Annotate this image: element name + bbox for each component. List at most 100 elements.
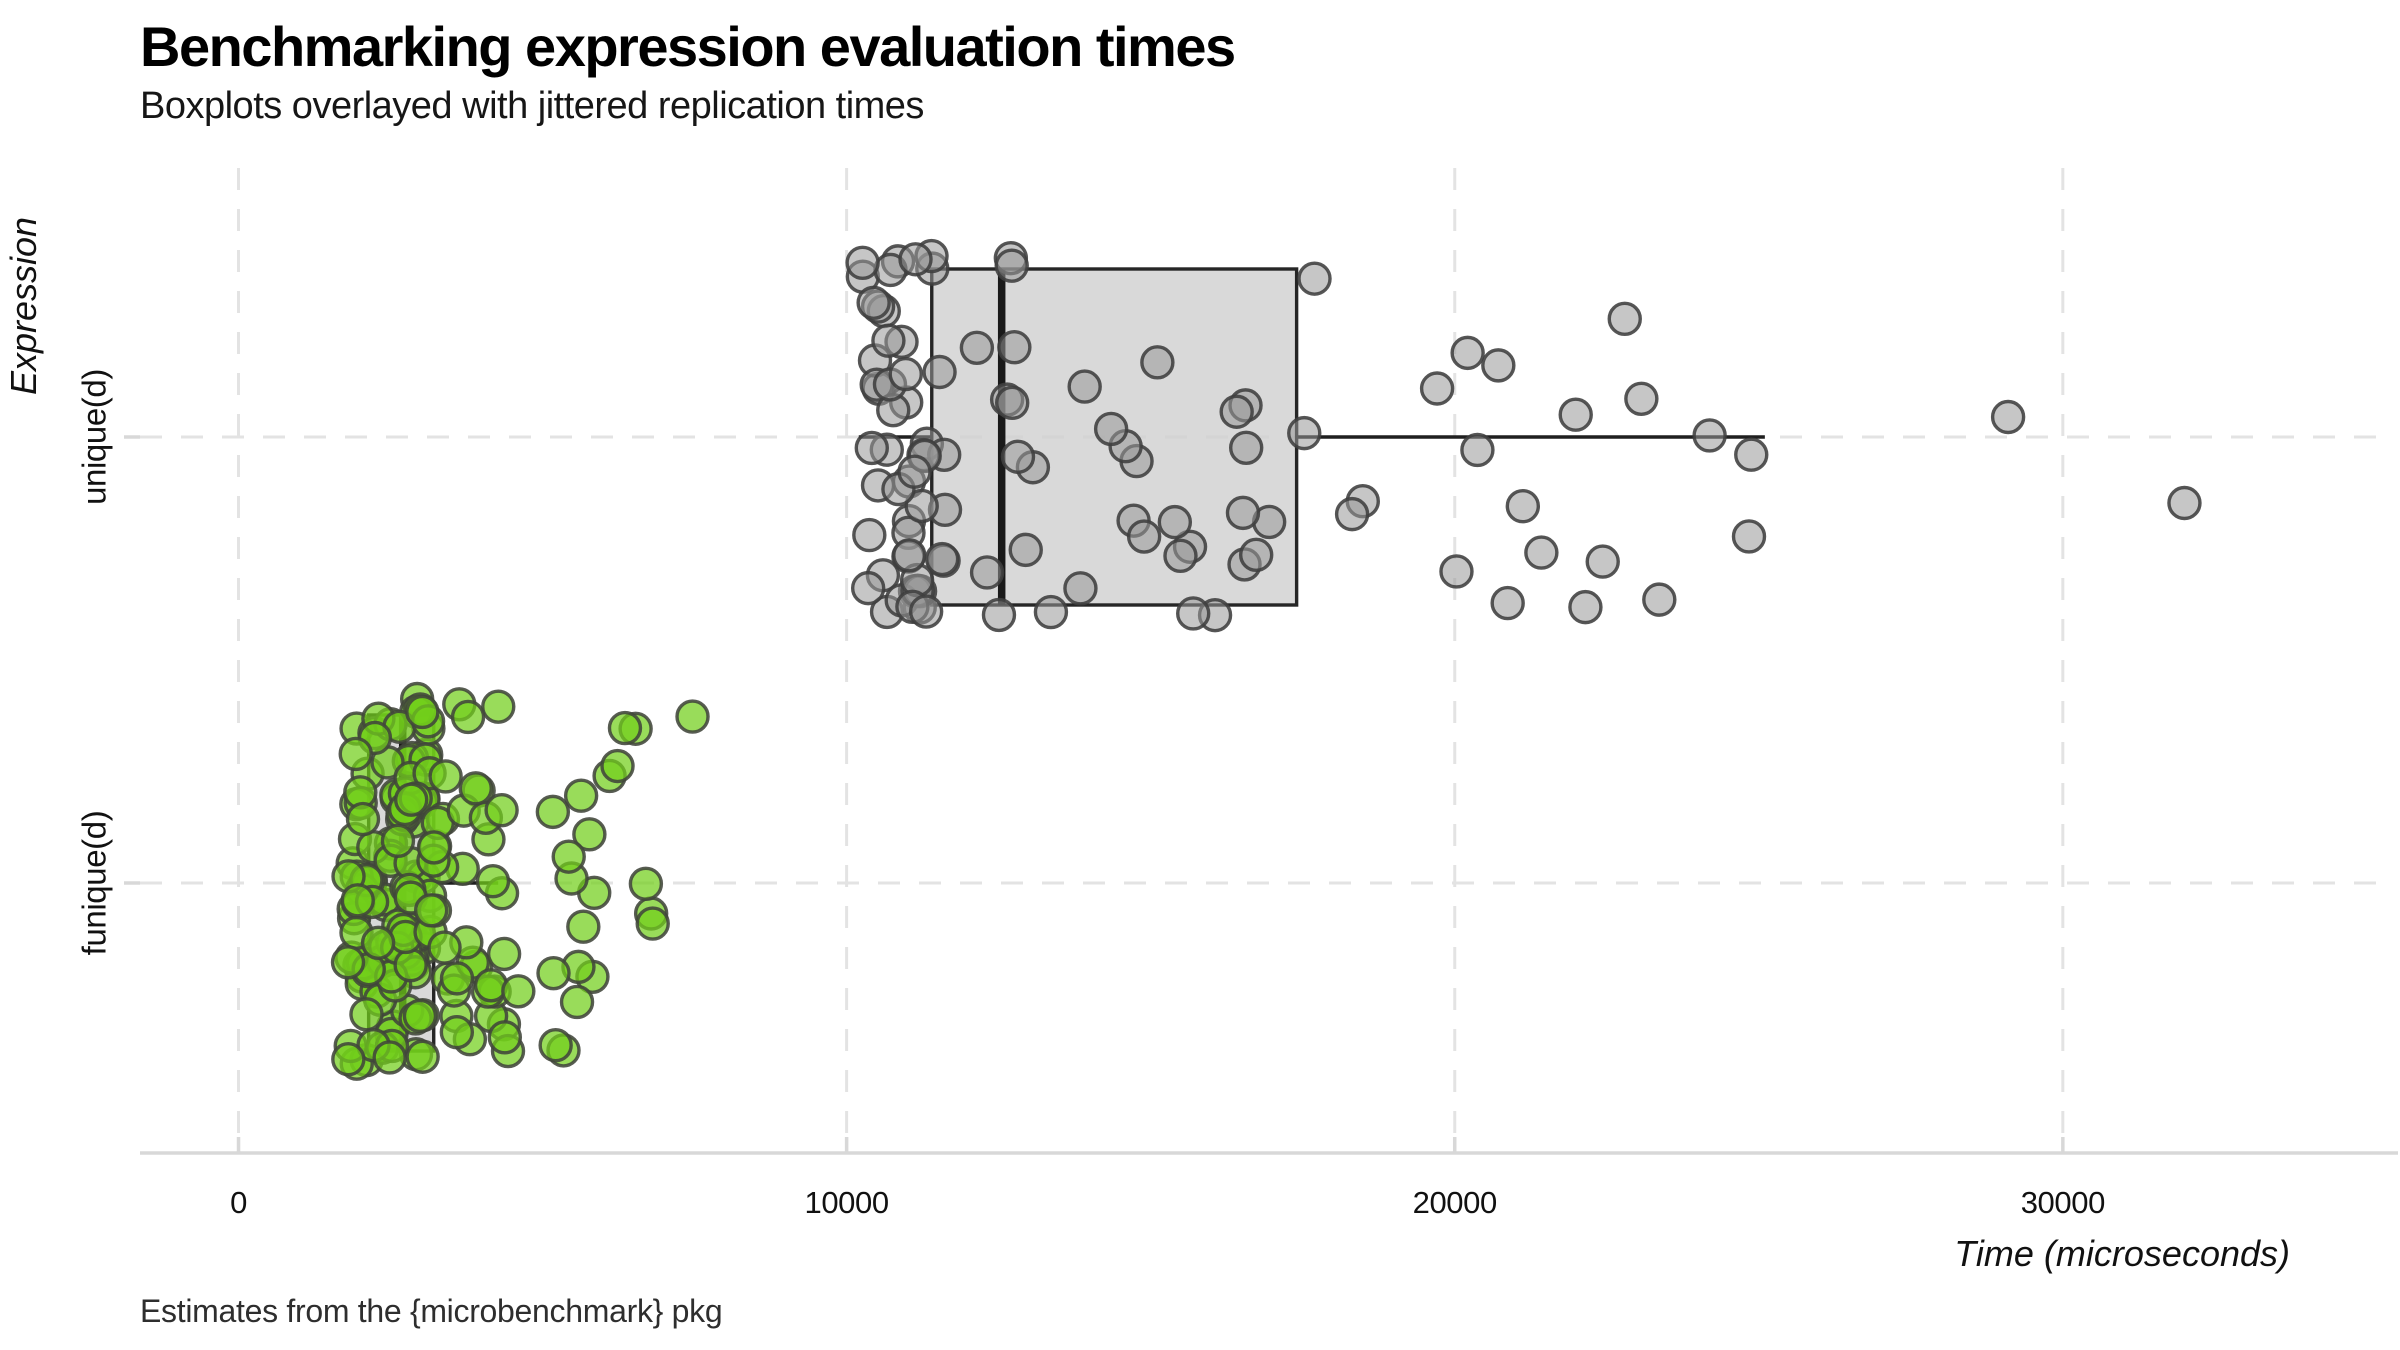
jitter-point: [487, 1020, 523, 1055]
jitter-point: [1450, 335, 1485, 371]
x-tick-label: 20000: [1413, 1185, 1497, 1220]
jitter-point: [1734, 437, 1769, 472]
jitter-point: [1490, 585, 1525, 621]
jitter-point: [486, 936, 522, 972]
jitter-point: [405, 1039, 440, 1074]
jitter-point: [628, 866, 664, 901]
jitter-point: [871, 323, 906, 358]
jitter-point: [1439, 554, 1474, 589]
jitter-point: [994, 248, 1029, 283]
jitter-point: [1607, 301, 1642, 337]
jitter-point: [1228, 430, 1264, 465]
jitter-point: [1642, 582, 1677, 617]
jitter-point: [635, 906, 670, 941]
jitter-point: [427, 930, 462, 965]
x-tick-label: 30000: [2021, 1185, 2105, 1220]
jitter-point: [1000, 439, 1036, 474]
jitter-point: [922, 354, 957, 390]
jitter-point: [908, 594, 944, 629]
jitter-point: [1585, 544, 1620, 579]
jitter-point: [538, 1028, 573, 1063]
jitter-point: [1481, 348, 1516, 383]
category-label-funique: funique(d): [76, 811, 113, 956]
jitter-point: [892, 538, 927, 573]
jitter-point: [1238, 537, 1274, 573]
jitter-points-funique: [330, 681, 710, 1081]
jitter-point: [394, 782, 429, 817]
jitter-point: [572, 817, 607, 852]
x-axis-group: [124, 435, 2398, 1155]
jitter-point: [566, 909, 601, 944]
jitter-point: [856, 285, 891, 320]
jitter-point: [481, 689, 516, 724]
jitter-point: [1219, 394, 1254, 429]
jitter-point: [981, 597, 1017, 633]
jitter-point: [340, 883, 375, 918]
jitter-point: [607, 710, 643, 746]
jitter-point: [1692, 418, 1727, 453]
chart-title: Benchmarking expression evaluation times: [140, 15, 1235, 78]
jitter-point: [904, 488, 939, 524]
jitter-point: [1624, 381, 1659, 416]
jitter-point: [959, 330, 995, 365]
jitter-point: [413, 893, 449, 928]
jitter-point: [484, 792, 519, 828]
jitter-point: [1568, 589, 1603, 625]
jitter-point: [536, 955, 571, 991]
jitter-point: [458, 771, 493, 806]
jitter-point: [551, 839, 586, 874]
jitter-point: [854, 430, 889, 466]
jitter-point: [1140, 345, 1175, 380]
jitter-points-group: [330, 238, 2202, 1081]
jitter-point: [416, 830, 452, 865]
jitter-point: [405, 694, 440, 730]
jitter-point: [675, 699, 710, 734]
jitter-point: [969, 555, 1005, 590]
jitter-point: [600, 748, 635, 784]
jitter-point: [1126, 519, 1162, 554]
jitter-point: [1334, 496, 1370, 532]
jitter-point: [393, 947, 428, 983]
jitter-point: [330, 945, 366, 980]
jitter-point: [349, 997, 384, 1032]
jitter-point: [1176, 596, 1211, 631]
jitter-point: [1297, 261, 1332, 296]
jitter-point: [995, 385, 1030, 421]
jitter-point: [428, 759, 463, 794]
jitter-point: [1063, 571, 1098, 606]
jitter-points-unique: [845, 238, 2202, 633]
x-tick-labels-group: 0 10000 20000 30000: [230, 1185, 2105, 1220]
jitter-point: [1287, 415, 1322, 451]
chart-subtitle: Boxplots overlayed with jittered replica…: [140, 85, 924, 127]
jitter-point: [1419, 371, 1455, 406]
jitter-point: [924, 541, 960, 577]
jitter-point: [345, 801, 381, 837]
jitter-point: [563, 778, 599, 813]
jitter-point: [450, 699, 486, 735]
jitter-point: [439, 961, 475, 996]
jitter-point: [360, 925, 396, 960]
jitter-point: [850, 570, 886, 606]
jitter-point: [1033, 594, 1069, 630]
jitter-point: [338, 736, 373, 772]
chart-caption: Estimates from the {microbenchmark} pkg: [140, 1293, 722, 1329]
x-axis-title: Time (microseconds): [1954, 1233, 2290, 1274]
outlier-point: [2167, 485, 2202, 521]
jitter-point: [897, 454, 932, 489]
jitter-point: [1008, 532, 1043, 568]
jitter-point: [535, 794, 571, 830]
jitter-point: [845, 245, 880, 281]
jitter-point: [1225, 495, 1261, 531]
jitter-point: [559, 984, 595, 1020]
jitter-point: [852, 517, 887, 553]
jitter-point: [402, 998, 438, 1034]
x-tick-label: 10000: [805, 1185, 889, 1220]
jitter-point: [1731, 519, 1767, 554]
jitter-point: [1460, 432, 1495, 468]
jitter-point: [331, 1042, 366, 1077]
jitter-point: [1558, 397, 1593, 432]
jitter-point: [1093, 411, 1129, 447]
jitter-point: [501, 974, 536, 1009]
jitter-point: [888, 356, 923, 392]
